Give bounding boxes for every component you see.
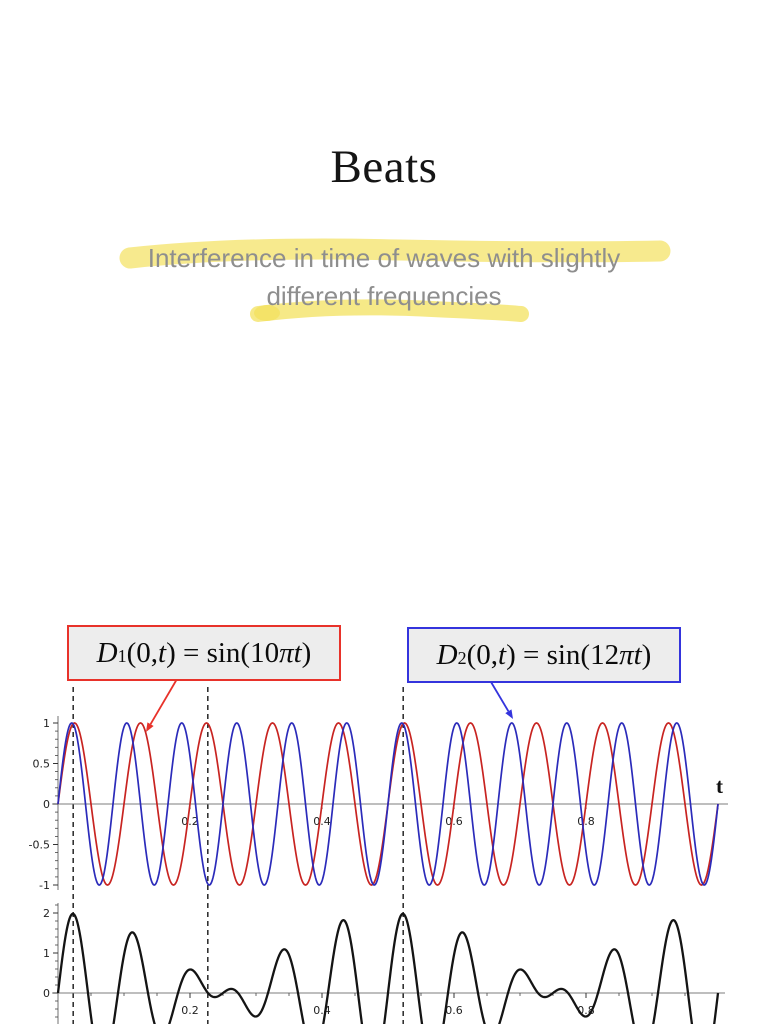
eq1-t1: t [158, 636, 167, 669]
sum-curve [56, 912, 720, 1024]
x-tick-label: 0.4 [313, 815, 331, 828]
x-tick-label: 0.2 [181, 815, 199, 828]
y-tick-label: -0.5 [29, 839, 50, 852]
eq1-close: ) [301, 636, 312, 669]
bottom-plot: 0.2 0.4 0.6 0.8 0 1 2 [43, 903, 725, 1024]
eq2-pi: π [619, 638, 634, 671]
y-tick-label: 1 [43, 947, 50, 960]
x-tick-label: 0.4 [313, 1004, 331, 1017]
x-tick-label: 0.8 [577, 815, 595, 828]
red-arrow [149, 678, 178, 725]
eq2-open: (0, [466, 638, 498, 671]
subtitle-line-2: different frequencies [266, 281, 502, 311]
eq1-D: D [96, 636, 118, 669]
slide-title: Beats [330, 141, 438, 193]
dashed-guides [72, 687, 404, 1024]
y-tick-label: 2 [43, 907, 50, 920]
x-tick-label: 0.8 [577, 1004, 595, 1017]
y-tick-label: 0 [43, 798, 50, 811]
eq2-mid: ) = sin(12 [506, 638, 620, 671]
eq2-close: ) [641, 638, 652, 671]
x-tick-label: 0.2 [181, 1004, 199, 1017]
annotation-arrows [146, 678, 513, 732]
eq2-D: D [436, 638, 458, 671]
eq1-t2: t [293, 636, 302, 669]
y-tick-label: 0.5 [33, 758, 51, 771]
equation-box-d1: D 1 (0, t) = sin(10 π t) [67, 625, 341, 681]
eq2-t2: t [633, 638, 642, 671]
x-tick-label: 0.6 [445, 815, 463, 828]
y-tick-label: 1 [43, 717, 50, 730]
y-tick-label: 0 [43, 987, 50, 1000]
equation-box-d2: D 2 (0, t) = sin(12 π t) [407, 627, 681, 683]
top-plot: 0.2 0.4 0.6 0.8 -1 -0.5 0 0.5 1 t [29, 716, 728, 892]
subtitle-line-1: Interference in time of waves with sligh… [147, 243, 621, 273]
eq1-open: (0, [126, 636, 158, 669]
eq2-t1: t [498, 638, 507, 671]
blue-arrow [490, 681, 510, 712]
eq1-mid: ) = sin(10 [166, 636, 280, 669]
eq1-pi: π [279, 636, 294, 669]
slide-subtitle: Interference in time of waves with sligh… [0, 239, 768, 315]
y-tick-label: -1 [39, 879, 50, 892]
wave2-curve [57, 722, 719, 886]
wave1-curve [57, 722, 719, 886]
t-axis-label: t [716, 774, 723, 798]
x-tick-label: 0.6 [445, 1004, 463, 1017]
red-arrow-head [146, 722, 154, 732]
blue-arrow-head [505, 709, 513, 719]
